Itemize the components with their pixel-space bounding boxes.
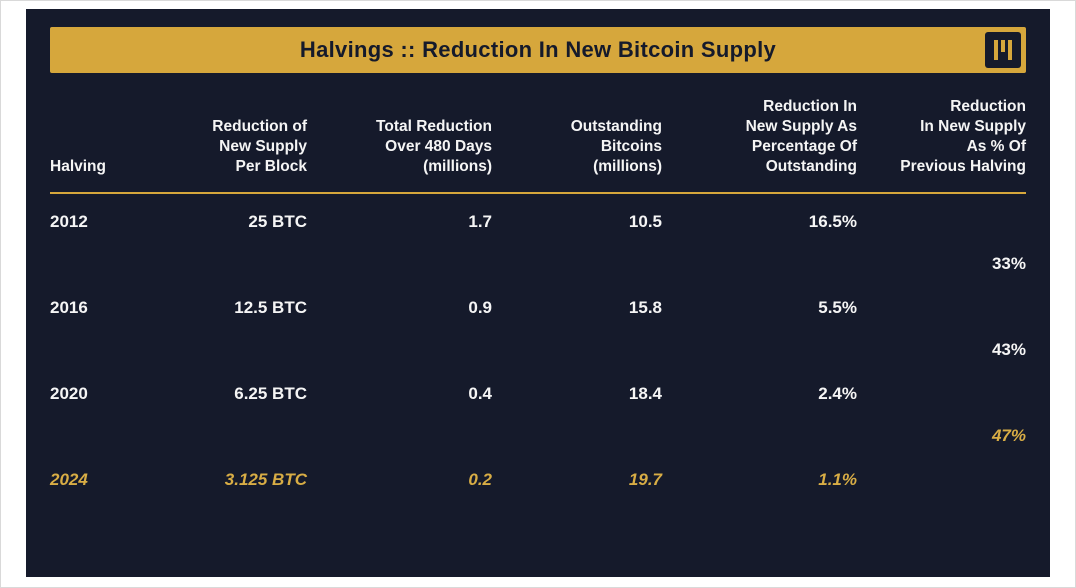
cell-halving: 2024 bbox=[50, 469, 88, 489]
cell-pct-previous bbox=[857, 274, 1026, 318]
column-header-per-block: Reduction of New Supply Per Block bbox=[212, 118, 307, 176]
logo-bar bbox=[1001, 40, 1005, 52]
cell-pct-previous bbox=[857, 446, 1026, 490]
cell-pct-previous bbox=[857, 194, 1026, 232]
cell-per-block: 12.5 BTC bbox=[234, 297, 307, 317]
cell-outstanding: 10.5 bbox=[628, 211, 662, 231]
column-header-pct-previous: Reduction In New Supply As % Of Previous… bbox=[900, 98, 1026, 176]
cell-total-reduction: 0.2 bbox=[468, 469, 492, 489]
title-bar: Halvings :: Reduction In New Bitcoin Sup… bbox=[50, 27, 1026, 73]
cell-total-reduction: 0.9 bbox=[468, 297, 492, 317]
cell-per-block: 25 BTC bbox=[248, 211, 307, 231]
cell-total-reduction: 0.4 bbox=[468, 383, 492, 403]
header-divider bbox=[50, 191, 1026, 194]
dark-panel: Halvings :: Reduction In New Bitcoin Sup… bbox=[26, 9, 1050, 577]
cell-total-reduction: 1.7 bbox=[468, 211, 492, 231]
column-header-halving: Halving bbox=[50, 158, 106, 176]
logo-bar bbox=[1008, 40, 1012, 60]
cell-pct-previous bbox=[857, 360, 1026, 404]
cell-per-block: 3.125 BTC bbox=[224, 469, 307, 489]
cell-outstanding: 18.4 bbox=[628, 383, 662, 403]
halvings-table: Halving Reduction of New Supply Per Bloc… bbox=[50, 97, 1026, 490]
cell-outstanding: 19.7 bbox=[628, 469, 662, 489]
cell-pct-outstanding: 5.5% bbox=[818, 297, 857, 317]
change-value: 33% bbox=[991, 253, 1026, 273]
column-header-outstanding: Outstanding Bitcoins (millions) bbox=[570, 118, 662, 176]
cell-halving: 2012 bbox=[50, 211, 88, 231]
cell-halving: 2016 bbox=[50, 297, 88, 317]
cell-pct-outstanding: 2.4% bbox=[818, 383, 857, 403]
bars-logo-icon bbox=[985, 32, 1021, 68]
change-value: 43% bbox=[991, 339, 1026, 359]
cell-pct-outstanding: 1.1% bbox=[818, 469, 857, 489]
change-value: 47% bbox=[991, 425, 1026, 445]
logo-bar bbox=[994, 40, 998, 60]
column-header-total-reduction: Total Reduction Over 480 Days (millions) bbox=[376, 118, 492, 176]
cell-outstanding: 15.8 bbox=[628, 297, 662, 317]
cell-per-block: 6.25 BTC bbox=[234, 383, 307, 403]
column-header-pct-outstanding: Reduction In New Supply As Percentage Of… bbox=[745, 98, 857, 176]
cell-pct-outstanding: 16.5% bbox=[808, 211, 857, 231]
page-title: Halvings :: Reduction In New Bitcoin Sup… bbox=[299, 37, 777, 62]
cell-halving: 2020 bbox=[50, 383, 88, 403]
